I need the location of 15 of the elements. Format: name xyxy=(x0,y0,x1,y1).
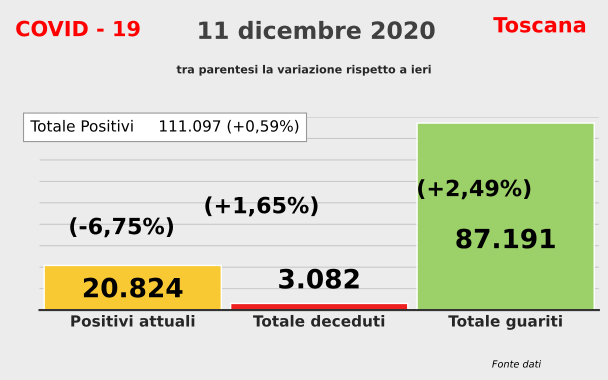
x-tick-label: Totale guariti xyxy=(448,314,562,330)
annotation: Totale Positivi 111.097 (+0,59%) xyxy=(30,120,298,134)
data-label: 3.082 xyxy=(279,268,359,289)
x-tick-label: Positivi attuali xyxy=(71,314,194,327)
data-label: 20.824 xyxy=(84,278,182,298)
annotation: (-6,75%) xyxy=(70,217,174,238)
chart-title: 11 dicembre 2020 xyxy=(199,20,435,40)
text: COVID - 19 xyxy=(16,20,140,36)
annotation: (+1,65%) xyxy=(205,196,318,216)
text: Toscana xyxy=(493,17,586,33)
annotation: (+2,49%) xyxy=(418,179,530,200)
data-label: 87.191 xyxy=(456,228,555,249)
chart-subtitle: tra parentesi la variazione rispetto a ieri xyxy=(176,64,431,76)
source-note: Fonte dati xyxy=(492,360,542,368)
x-tick-label: Totale deceduti xyxy=(253,314,384,327)
